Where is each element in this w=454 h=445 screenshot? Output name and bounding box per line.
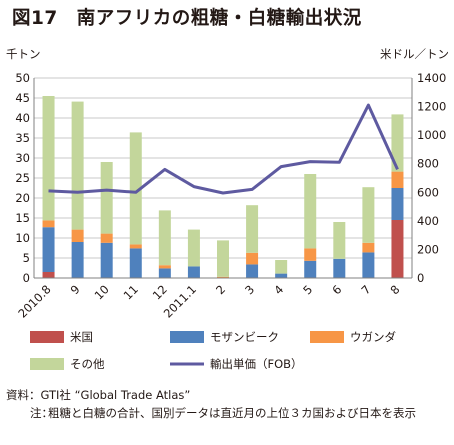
right-tick-label: 1400 [417,71,446,85]
source-line: 資料：GTI社 “Global Trade Atlas” [6,387,190,403]
bar-segment [362,187,375,243]
bar-segment [304,174,317,249]
bar-segment [217,240,229,277]
bar-segment [129,244,142,249]
legend-label: ウガンダ [350,330,396,344]
export-chart: 千トン 米ドル／トン 05101520253035404550020040060… [6,47,449,371]
bar-segment [391,220,404,278]
legend-label: 輸出単価（FOB） [210,357,303,371]
x-tick-label: 4 [271,282,286,297]
gridlines [34,77,412,259]
bar-segment [304,260,317,278]
right-tick-label: 600 [417,185,439,199]
axes [33,78,413,279]
bar-segment [304,248,317,261]
bar-segment [362,242,375,253]
legend-swatch [170,331,204,343]
bar-segment [275,273,288,278]
left-tick-label: 45 [15,91,30,105]
right-tick-label: 0 [417,271,424,285]
source-text: GTI社 “Global Trade Atlas” [40,388,191,402]
bar-segment [391,171,404,188]
x-tick-label: 2011.1 [161,282,199,320]
left-tick-label: 25 [15,171,30,185]
x-tick-label: 12 [150,282,170,302]
right-tick-label: 200 [417,242,439,256]
bar-segment [71,242,84,278]
right-tick-label: 400 [417,214,439,228]
bar-segment [100,242,113,278]
right-tick-label: 1000 [417,128,446,142]
left-tick-label: 5 [23,251,30,265]
bar-segment [42,272,55,278]
left-tick-label: 20 [15,191,30,205]
bar-segment [362,252,375,278]
legend-swatch [310,331,344,343]
bar-segment [217,276,229,278]
note-text: 粗糖と白糖の合計、国別データは直近月の上位３カ国および日本を表示 [48,406,416,420]
x-tick-label: 2 [213,282,228,297]
x-tick-label: 5 [300,282,315,297]
left-tick-label: 30 [15,151,30,165]
left-tick-label: 0 [23,271,30,285]
bar-segment [158,210,171,266]
bar-segment [42,227,55,272]
bar-segment [71,101,84,230]
source-label: 資料： [6,388,41,402]
figure-title: 図17 南アフリカの粗糖・白糖輸出状況 [12,8,362,29]
x-tick-label: 3 [242,282,257,297]
left-tick-label: 50 [15,71,30,85]
bar-segment [333,222,346,259]
legend-swatch [30,331,64,343]
x-tick-label: 7 [358,282,373,297]
price-line-path [48,103,399,195]
x-tick-label: 10 [92,282,112,302]
x-tick-label: 8 [388,282,403,297]
left-tick-label: 40 [15,111,30,125]
x-tick-label: 11 [121,282,141,302]
bars [42,96,404,278]
bar-segment [158,265,171,269]
bar-segment [246,264,259,278]
legend-label: その他 [70,357,105,371]
x-tick-label: 9 [68,282,83,297]
x-tick-label: 2010.8 [15,282,53,320]
legend-swatch [30,358,64,370]
bar-segment [275,260,288,274]
bar-segment [187,266,200,278]
bar-segment [42,96,55,221]
bar-segment [71,229,84,242]
bar-segment [100,162,113,234]
bar-segment [391,114,404,172]
bar-segment [333,258,346,278]
left-axis-unit: 千トン [6,47,41,61]
bar-segment [158,268,171,278]
left-tick-label: 10 [15,231,30,245]
bar-segment [187,229,200,267]
bar-segment [391,188,404,220]
left-tick-label: 15 [15,211,30,225]
price-line [48,103,399,195]
note-label: 注： [30,406,53,420]
legend-label: 米国 [70,330,93,344]
x-tick-label: 6 [329,282,344,297]
left-tick-label: 35 [15,131,30,145]
bar-segment [129,248,142,278]
bar-segment [246,252,259,265]
right-tick-label: 800 [417,157,439,171]
right-axis-unit: 米ドル／トン [380,47,449,61]
bar-segment [100,233,113,243]
right-tick-label: 1200 [417,100,446,114]
bar-segment [246,205,259,253]
legend-label: モザンビーク [210,330,279,344]
bar-segment [42,220,55,228]
tick-labels: 0510152025303540455002004006008001000120… [15,71,446,321]
bar-segment [129,132,142,245]
